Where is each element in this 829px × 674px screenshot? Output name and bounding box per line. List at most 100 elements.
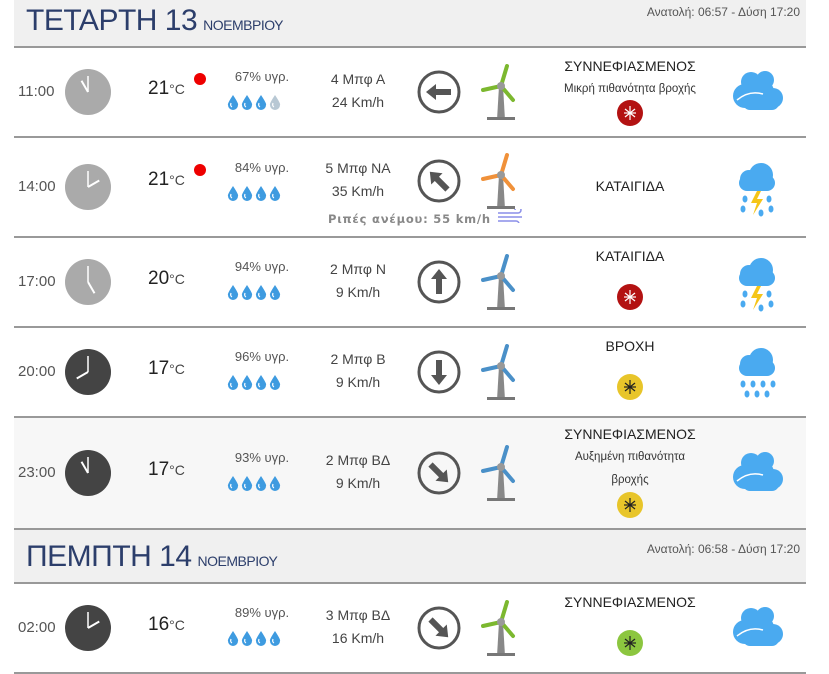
storm-weather-icon bbox=[729, 161, 785, 222]
temperature-value: 21 bbox=[148, 78, 170, 99]
drop-icon bbox=[255, 375, 267, 395]
clock-icon bbox=[65, 69, 111, 120]
weather-description: ΚΑΤΑΙΓΙΔΑ bbox=[595, 248, 665, 264]
forecast-time: 14:00 bbox=[18, 178, 56, 195]
forecast-time: 23:00 bbox=[18, 464, 56, 481]
temperature: 17°C bbox=[148, 358, 185, 380]
drop-icon bbox=[269, 186, 281, 206]
day-title: ΠΕΜΠΤΗ 14 ΝΟΕΜΒΡΙΟΥ bbox=[26, 540, 278, 574]
drop-icon bbox=[269, 285, 281, 305]
temperature-value: 17 bbox=[148, 459, 170, 480]
cloudy-weather-icon bbox=[729, 602, 785, 655]
wind-direction-arrow-icon bbox=[416, 349, 462, 400]
temperature: 16°C bbox=[148, 614, 185, 636]
wind-beaufort: 5 Μπφ ΝΑ bbox=[325, 160, 391, 176]
weather-description: ΚΑΤΑΙΓΙΔΑ bbox=[595, 178, 665, 194]
clock-icon bbox=[65, 450, 111, 501]
weather-description: ΒΡΟΧΗ bbox=[605, 338, 655, 354]
drop-icon bbox=[241, 285, 253, 305]
humidity: 89% υγρ. bbox=[234, 605, 290, 620]
humidity-drops bbox=[227, 186, 281, 206]
humidity-drops bbox=[227, 95, 281, 115]
wind-info: 3 Μπφ ΒΔ 16 Km/h bbox=[314, 604, 402, 650]
wind-info: 5 Μπφ ΝΑ 35 Km/h bbox=[314, 157, 402, 203]
wind-speed: 16 Km/h bbox=[331, 630, 385, 646]
temperature: 21°C bbox=[148, 169, 185, 191]
drop-icon bbox=[255, 476, 267, 496]
humidity: 94% υγρ. bbox=[234, 259, 290, 274]
humidity: 84% υγρ. bbox=[234, 160, 290, 175]
cloudy-weather-icon bbox=[729, 66, 785, 119]
storm-weather-icon bbox=[729, 256, 785, 317]
wind-info: 2 Μπφ Ν 9 Km/h bbox=[314, 258, 402, 304]
day-name: ΠΕΜΠΤΗ 14 bbox=[26, 540, 192, 573]
day-header: ΤΕΤΑΡΤΗ 13 ΝΟΕΜΒΡΙΟΥ Ανατολή: 06:57 - Δύσ… bbox=[14, 0, 806, 48]
wind-info: 2 Μπφ ΒΔ 9 Km/h bbox=[314, 449, 402, 495]
rain-probability: Μικρή πιθανότητα βροχής bbox=[564, 83, 696, 95]
day-name: ΤΕΤΑΡΤΗ 13 bbox=[26, 4, 198, 37]
wind-speed: 9 Km/h bbox=[335, 284, 381, 300]
drop-icon bbox=[227, 186, 239, 206]
temperature-value: 17 bbox=[148, 358, 170, 379]
cloudy-weather-icon bbox=[729, 447, 785, 500]
forecast-time: 20:00 bbox=[18, 363, 56, 380]
forecast-list: ΤΕΤΑΡΤΗ 13 ΝΟΕΜΒΡΙΟΥ Ανατολή: 06:57 - Δύσ… bbox=[14, 0, 806, 674]
forecast-time: 17:00 bbox=[18, 273, 56, 290]
wind-gust-icon bbox=[497, 206, 522, 228]
mosquito-icon bbox=[617, 492, 643, 518]
temperature-unit: °C bbox=[169, 81, 185, 97]
forecast-row[interactable]: 14:00 21°C 84% υγρ. 5 Μπφ ΝΑ 35 Km/h Ριπέ… bbox=[14, 138, 806, 238]
day-header: ΠΕΜΠΤΗ 14 ΝΟΕΜΒΡΙΟΥ Ανατολή: 06:58 - Δύση… bbox=[14, 530, 806, 584]
wind-turbine-icon bbox=[479, 254, 523, 315]
forecast-row[interactable]: 20:00 17°C 96% υγρ. 2 Μπφ Β 9 Km/h ΒΡΟΧΗ bbox=[14, 328, 806, 418]
temperature-value: 16 bbox=[148, 614, 170, 635]
month-label: ΝΟΕΜΒΡΙΟΥ bbox=[197, 553, 278, 569]
humidity-drops bbox=[227, 285, 281, 305]
wind-speed: 9 Km/h bbox=[335, 374, 381, 390]
drop-icon bbox=[255, 95, 267, 115]
clock-icon bbox=[65, 605, 111, 656]
mosquito-icon bbox=[617, 630, 643, 656]
drop-icon bbox=[269, 95, 281, 115]
forecast-row[interactable]: 23:00 17°C 93% υγρ. 2 Μπφ ΒΔ 9 Km/h ΣΥΝΝΕ… bbox=[14, 418, 806, 530]
clock-icon bbox=[65, 349, 111, 400]
drop-icon bbox=[227, 375, 239, 395]
temperature-unit: °C bbox=[169, 617, 185, 633]
wind-beaufort: 4 Μπφ Α bbox=[330, 71, 386, 87]
humidity-drops bbox=[227, 476, 281, 496]
temperature-value: 20 bbox=[148, 268, 170, 289]
wind-speed: 24 Km/h bbox=[331, 94, 385, 110]
humidity: 67% υγρ. bbox=[234, 69, 290, 84]
wind-turbine-icon bbox=[479, 445, 523, 506]
drop-icon bbox=[255, 285, 267, 305]
clock-icon bbox=[65, 259, 111, 310]
day-title: ΤΕΤΑΡΤΗ 13 ΝΟΕΜΒΡΙΟΥ bbox=[26, 4, 283, 38]
drop-icon bbox=[227, 285, 239, 305]
weather-description: ΣΥΝΝΕΦΙΑΣΜΕΝΟΣ bbox=[564, 594, 696, 610]
drop-icon bbox=[227, 95, 239, 115]
temperature-unit: °C bbox=[169, 271, 185, 287]
wind-direction-arrow-icon bbox=[416, 158, 462, 209]
mosquito-icon bbox=[617, 100, 643, 126]
forecast-row[interactable]: 17:00 20°C 94% υγρ. 2 Μπφ Ν 9 Km/h ΚΑΤΑΙΓ… bbox=[14, 238, 806, 328]
mosquito-icon bbox=[617, 284, 643, 310]
mosquito-icon bbox=[617, 374, 643, 400]
drop-icon bbox=[241, 476, 253, 496]
humidity-drops bbox=[227, 375, 281, 395]
drop-icon bbox=[269, 631, 281, 651]
wind-info: 4 Μπφ Α 24 Km/h bbox=[314, 68, 402, 114]
forecast-row[interactable]: 02:00 16°C 89% υγρ. 3 Μπφ ΒΔ 16 Km/h ΣΥΝΝ… bbox=[14, 584, 806, 674]
wind-gust-text: Ριπές ανέμου: 55 km/h bbox=[328, 212, 491, 226]
temperature: 17°C bbox=[148, 459, 185, 481]
wind-beaufort: 2 Μπφ Ν bbox=[330, 261, 386, 277]
rain-weather-icon bbox=[729, 346, 785, 407]
wind-direction-arrow-icon bbox=[416, 450, 462, 501]
drop-icon bbox=[241, 631, 253, 651]
temperature-unit: °C bbox=[169, 172, 185, 188]
forecast-row[interactable]: 11:00 21°C 67% υγρ. 4 Μπφ Α 24 Km/h ΣΥΝΝΕ… bbox=[14, 48, 806, 138]
humidity: 96% υγρ. bbox=[234, 349, 290, 364]
drop-icon bbox=[255, 631, 267, 651]
wind-speed: 9 Km/h bbox=[335, 475, 381, 491]
sunrise-sunset: Ανατολή: 06:57 - Δύση 17:20 bbox=[646, 5, 800, 19]
sunrise-sunset: Ανατολή: 06:58 - Δύση 17:20 bbox=[646, 542, 800, 556]
